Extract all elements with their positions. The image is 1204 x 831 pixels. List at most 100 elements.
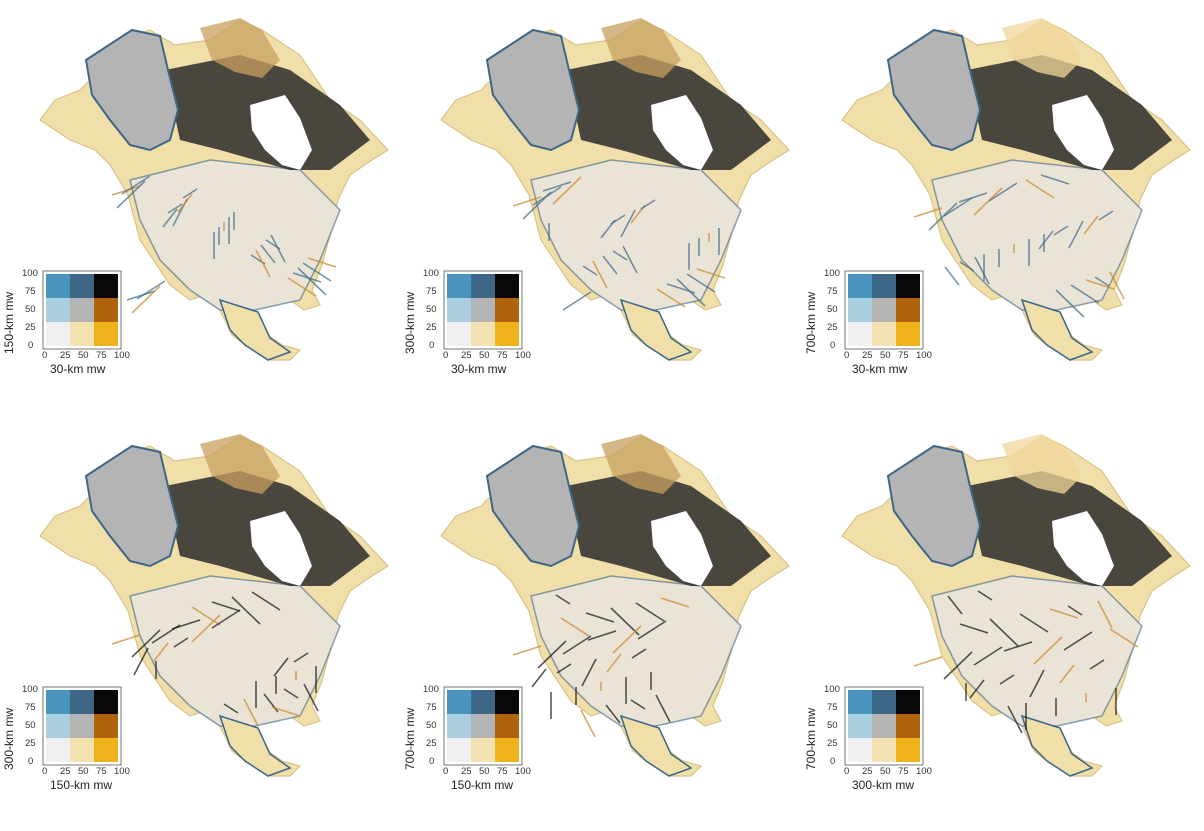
connectivity-path xyxy=(302,262,332,282)
legend-cell xyxy=(471,714,495,738)
map-panel-6: 0 0 25 25 50 50 75 75 100 100 300-km mw 700-km mw xyxy=(802,416,1203,831)
legend-cell xyxy=(495,690,519,714)
connectivity-path xyxy=(562,291,592,311)
connectivity-path xyxy=(1059,664,1075,684)
legend-cell xyxy=(495,322,519,346)
connectivity-path xyxy=(167,203,183,214)
legend-x-tick: 0 xyxy=(42,350,48,361)
bivariate-legend xyxy=(844,686,924,766)
legend-cell xyxy=(848,322,872,346)
connectivity-path xyxy=(260,244,276,264)
legend-cell xyxy=(896,714,920,738)
arctic-islands xyxy=(1002,434,1082,494)
hudson-bay xyxy=(1052,95,1114,170)
legend-x-tick: 0 xyxy=(42,766,48,777)
connectivity-path xyxy=(1055,289,1085,318)
legend-y-tick: 25 xyxy=(426,322,437,333)
legend-y-tick: 0 xyxy=(28,340,34,351)
mexico-region xyxy=(218,714,292,777)
legend-y-tick: 75 xyxy=(426,286,437,297)
connectivity-path xyxy=(255,249,271,278)
connectivity-path xyxy=(1109,271,1125,300)
connectivity-path xyxy=(191,606,221,626)
connectivity-path xyxy=(988,182,1018,202)
connectivity-path xyxy=(271,706,301,717)
connectivity-path xyxy=(686,273,716,293)
connectivity-path xyxy=(243,698,259,727)
legend-x-tick: 25 xyxy=(60,766,71,777)
connectivity-path xyxy=(1029,669,1045,698)
legend-x-tick: 50 xyxy=(479,766,490,777)
connectivity-path xyxy=(630,699,646,710)
legend-cell xyxy=(70,690,94,714)
connectivity-path xyxy=(610,607,640,636)
connectivity-path xyxy=(562,635,592,655)
connectivity-path xyxy=(1040,174,1070,185)
legend-y-tick: 50 xyxy=(25,304,36,315)
legend-x-tick: 75 xyxy=(497,766,508,777)
legend-y-label: 700-km mw xyxy=(403,707,417,770)
legend-x-tick: 100 xyxy=(114,766,130,777)
legend-frame xyxy=(42,270,122,350)
hudson-bay xyxy=(250,95,312,170)
connectivity-path xyxy=(612,250,628,261)
alaska-region xyxy=(886,28,982,152)
connectivity-path xyxy=(944,266,960,286)
legend-frame xyxy=(844,270,924,350)
legend-cell xyxy=(447,738,471,762)
connectivity-path xyxy=(542,181,572,192)
legend-cell xyxy=(495,714,519,738)
legend-cell xyxy=(447,322,471,346)
connectivity-path xyxy=(580,709,596,738)
connectivity-path xyxy=(602,255,618,275)
legend-cell xyxy=(94,714,118,738)
legend-x-tick: 50 xyxy=(78,766,89,777)
legend-y-tick: 0 xyxy=(830,756,836,767)
connectivity-path xyxy=(1097,600,1113,629)
mexico-region xyxy=(619,714,693,777)
connectivity-path xyxy=(913,207,943,218)
connectivity-path xyxy=(116,180,146,209)
legend-y-tick: 0 xyxy=(429,340,435,351)
connectivity-path xyxy=(512,196,542,207)
connectivity-path xyxy=(696,268,726,279)
connectivity-path xyxy=(640,199,656,210)
legend-y-label: 700-km mw xyxy=(804,707,818,770)
legend-x-tick: 25 xyxy=(60,350,71,361)
connectivity-path xyxy=(928,202,958,231)
connectivity-path xyxy=(211,609,241,629)
legend-cell xyxy=(471,738,495,762)
legend-x-tick: 75 xyxy=(898,766,909,777)
connectivity-path xyxy=(162,208,178,228)
legend-x-tick: 50 xyxy=(880,350,891,361)
connectivity-path xyxy=(1085,279,1115,290)
legend-y-tick: 0 xyxy=(830,340,836,351)
connectivity-path xyxy=(989,618,1019,647)
north-america-map xyxy=(440,18,790,361)
alaska-region xyxy=(84,444,180,568)
legend-x-label: 30-km mw xyxy=(451,362,507,376)
legend-x-tick: 25 xyxy=(461,350,472,361)
legend-y-tick: 50 xyxy=(426,720,437,731)
connectivity-path xyxy=(1049,608,1079,619)
connectivity-path xyxy=(958,192,988,203)
connectivity-path xyxy=(191,614,221,643)
legend-cell xyxy=(46,322,70,346)
alaska-region xyxy=(485,444,581,568)
connectivity-path xyxy=(581,658,597,687)
legend-x-tick: 75 xyxy=(96,766,107,777)
alaska-region xyxy=(886,444,982,568)
connectivity-path xyxy=(1025,179,1055,199)
map-panel-4: 0 0 25 25 50 50 75 75 100 100 150-km mw 300-km mw xyxy=(0,416,401,831)
legend-x-tick: 50 xyxy=(880,766,891,777)
legend-y-tick: 25 xyxy=(25,738,36,749)
map-panel-2: 0 0 25 25 50 50 75 75 100 100 30-km mw 300-km mw xyxy=(401,0,802,415)
connectivity-path xyxy=(512,645,542,656)
legend-y-tick: 0 xyxy=(429,756,435,767)
alaska-region xyxy=(485,28,581,152)
legend-x-tick: 75 xyxy=(497,350,508,361)
legend-y-label: 300-km mw xyxy=(403,291,417,354)
map-panel-1: 0 0 25 25 50 50 75 75 100 100 30-km mw 150-km mw xyxy=(0,0,401,415)
connectivity-path xyxy=(1067,605,1083,616)
connectivity-path xyxy=(131,629,161,658)
